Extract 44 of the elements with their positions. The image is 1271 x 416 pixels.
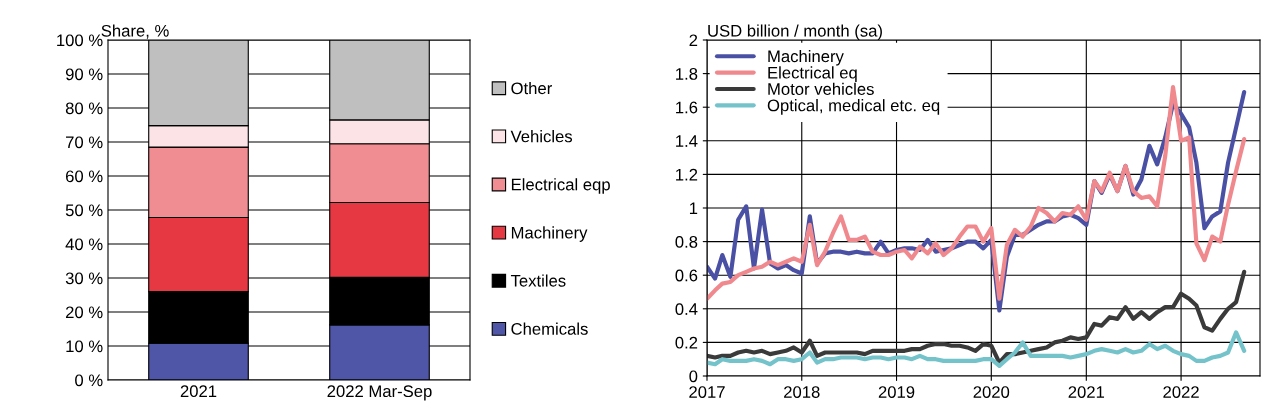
y-tick-label: 1.2	[676, 168, 698, 181]
legend-label: Machinery	[511, 226, 588, 242]
y-tick-label: 0 %	[75, 374, 103, 387]
y-axis-title: Share, %	[101, 24, 169, 39]
legend-label: Vehicles	[510, 130, 573, 143]
line-series	[707, 269, 1247, 365]
x-tick-label: 2018	[784, 386, 820, 398]
x-tick-label: 2021	[180, 385, 217, 398]
y-tick-label: 1.8	[676, 68, 698, 80]
y-tick-label: 2	[689, 34, 698, 47]
legend-label: Motor vehicles	[768, 82, 874, 95]
x-tick-label: 2020	[973, 386, 1010, 398]
y-tick-label: 1	[689, 202, 698, 215]
legend-label: Textiles	[510, 274, 566, 287]
y-tick-label: 20 %	[65, 306, 103, 319]
x-tick-label: 2017	[689, 386, 725, 398]
y-axis-title: USD billion / month (sa)	[708, 24, 882, 40]
y-tick-label: 0.2	[675, 336, 698, 349]
x-tick-label: 2022 Mar-Sep	[327, 385, 432, 401]
x-tick-label: 2021	[1068, 386, 1105, 398]
y-tick-label: 0.8	[675, 236, 698, 248]
y-tick-label: 100 %	[57, 34, 103, 47]
y-tick-label: 1.6	[676, 101, 698, 114]
y-tick-label: 30 %	[65, 272, 103, 285]
y-tick-label: 60 %	[66, 170, 103, 183]
legend-label: Electrical eqp	[511, 178, 610, 194]
y-tick-label: 90 %	[65, 68, 103, 81]
legend-label: Other	[511, 81, 552, 95]
legend-label: Electrical eq	[768, 66, 857, 82]
x-tick-label: 2022	[1163, 386, 1199, 398]
y-tick-label: 0	[689, 370, 698, 383]
line-series	[707, 330, 1247, 369]
y-tick-label: 0.4	[675, 303, 698, 315]
y-tick-label: 10 %	[66, 340, 103, 353]
legend-label: Optical, medical etc. eq	[767, 99, 940, 115]
y-tick-label: 40 %	[65, 238, 103, 251]
y-tick-label: 80 %	[65, 102, 103, 115]
y-tick-label: 0.6	[675, 269, 698, 282]
y-tick-label: 1.4	[676, 135, 698, 147]
legend-label: Chemicals	[511, 322, 588, 335]
y-tick-label: 50 %	[65, 204, 103, 217]
legend-label: Machinery	[768, 50, 844, 66]
x-tick-label: 2019	[878, 386, 915, 398]
y-tick-label: 70 %	[66, 136, 103, 149]
